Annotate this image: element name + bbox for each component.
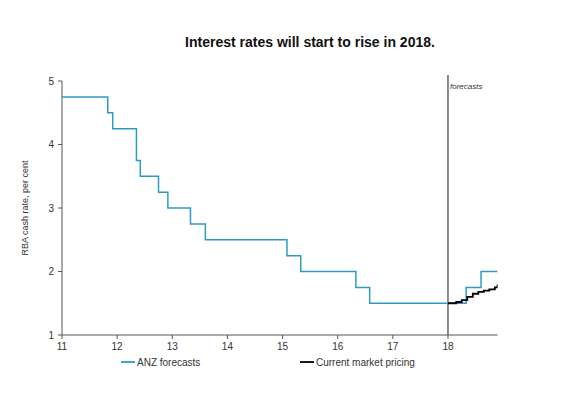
x-tick bbox=[392, 335, 393, 339]
legend-label: ANZ forecasts bbox=[137, 357, 200, 368]
legend-label: Current market pricing bbox=[316, 357, 415, 368]
x-tick bbox=[282, 335, 283, 339]
x-tick-label: 15 bbox=[277, 341, 289, 352]
series-line bbox=[62, 97, 498, 303]
y-tick-label: 4 bbox=[48, 139, 54, 150]
x-tick bbox=[227, 335, 228, 339]
annotation-line bbox=[447, 75, 449, 335]
x-tick bbox=[117, 335, 118, 339]
x-tick-label: 17 bbox=[387, 341, 399, 352]
y-tick bbox=[58, 271, 62, 272]
x-tick-label: 16 bbox=[332, 341, 344, 352]
title: Interest rates will start to rise in 201… bbox=[185, 34, 435, 50]
series-line bbox=[448, 284, 498, 303]
y-tick bbox=[58, 81, 62, 82]
annotation-text: forecasts bbox=[450, 82, 482, 91]
x-tick bbox=[447, 335, 448, 339]
chart: Interest rates will start to rise in 201… bbox=[0, 0, 588, 399]
x-tick-label: 11 bbox=[57, 341, 68, 352]
y-tick-label: 1 bbox=[48, 330, 54, 341]
y-tick-label: 5 bbox=[48, 76, 54, 87]
x-tick-label: 14 bbox=[222, 341, 234, 352]
y-tick-label: 2 bbox=[48, 266, 54, 277]
x-axis-line bbox=[62, 335, 498, 336]
legend-swatch bbox=[121, 361, 135, 363]
legend-swatch bbox=[300, 361, 314, 363]
x-tick-label: 18 bbox=[442, 341, 454, 352]
y-tick bbox=[58, 208, 62, 209]
x-tick bbox=[172, 335, 173, 339]
y-tick bbox=[58, 144, 62, 145]
series-group bbox=[62, 97, 498, 303]
x-tick-label: 13 bbox=[167, 341, 179, 352]
x-tick bbox=[337, 335, 338, 339]
y-tick-label: 3 bbox=[48, 203, 54, 214]
y-axis-label: RBA cash rate, per cent bbox=[20, 160, 30, 256]
x-tick bbox=[62, 335, 63, 339]
x-tick-label: 12 bbox=[112, 341, 124, 352]
y-tick bbox=[58, 335, 62, 336]
